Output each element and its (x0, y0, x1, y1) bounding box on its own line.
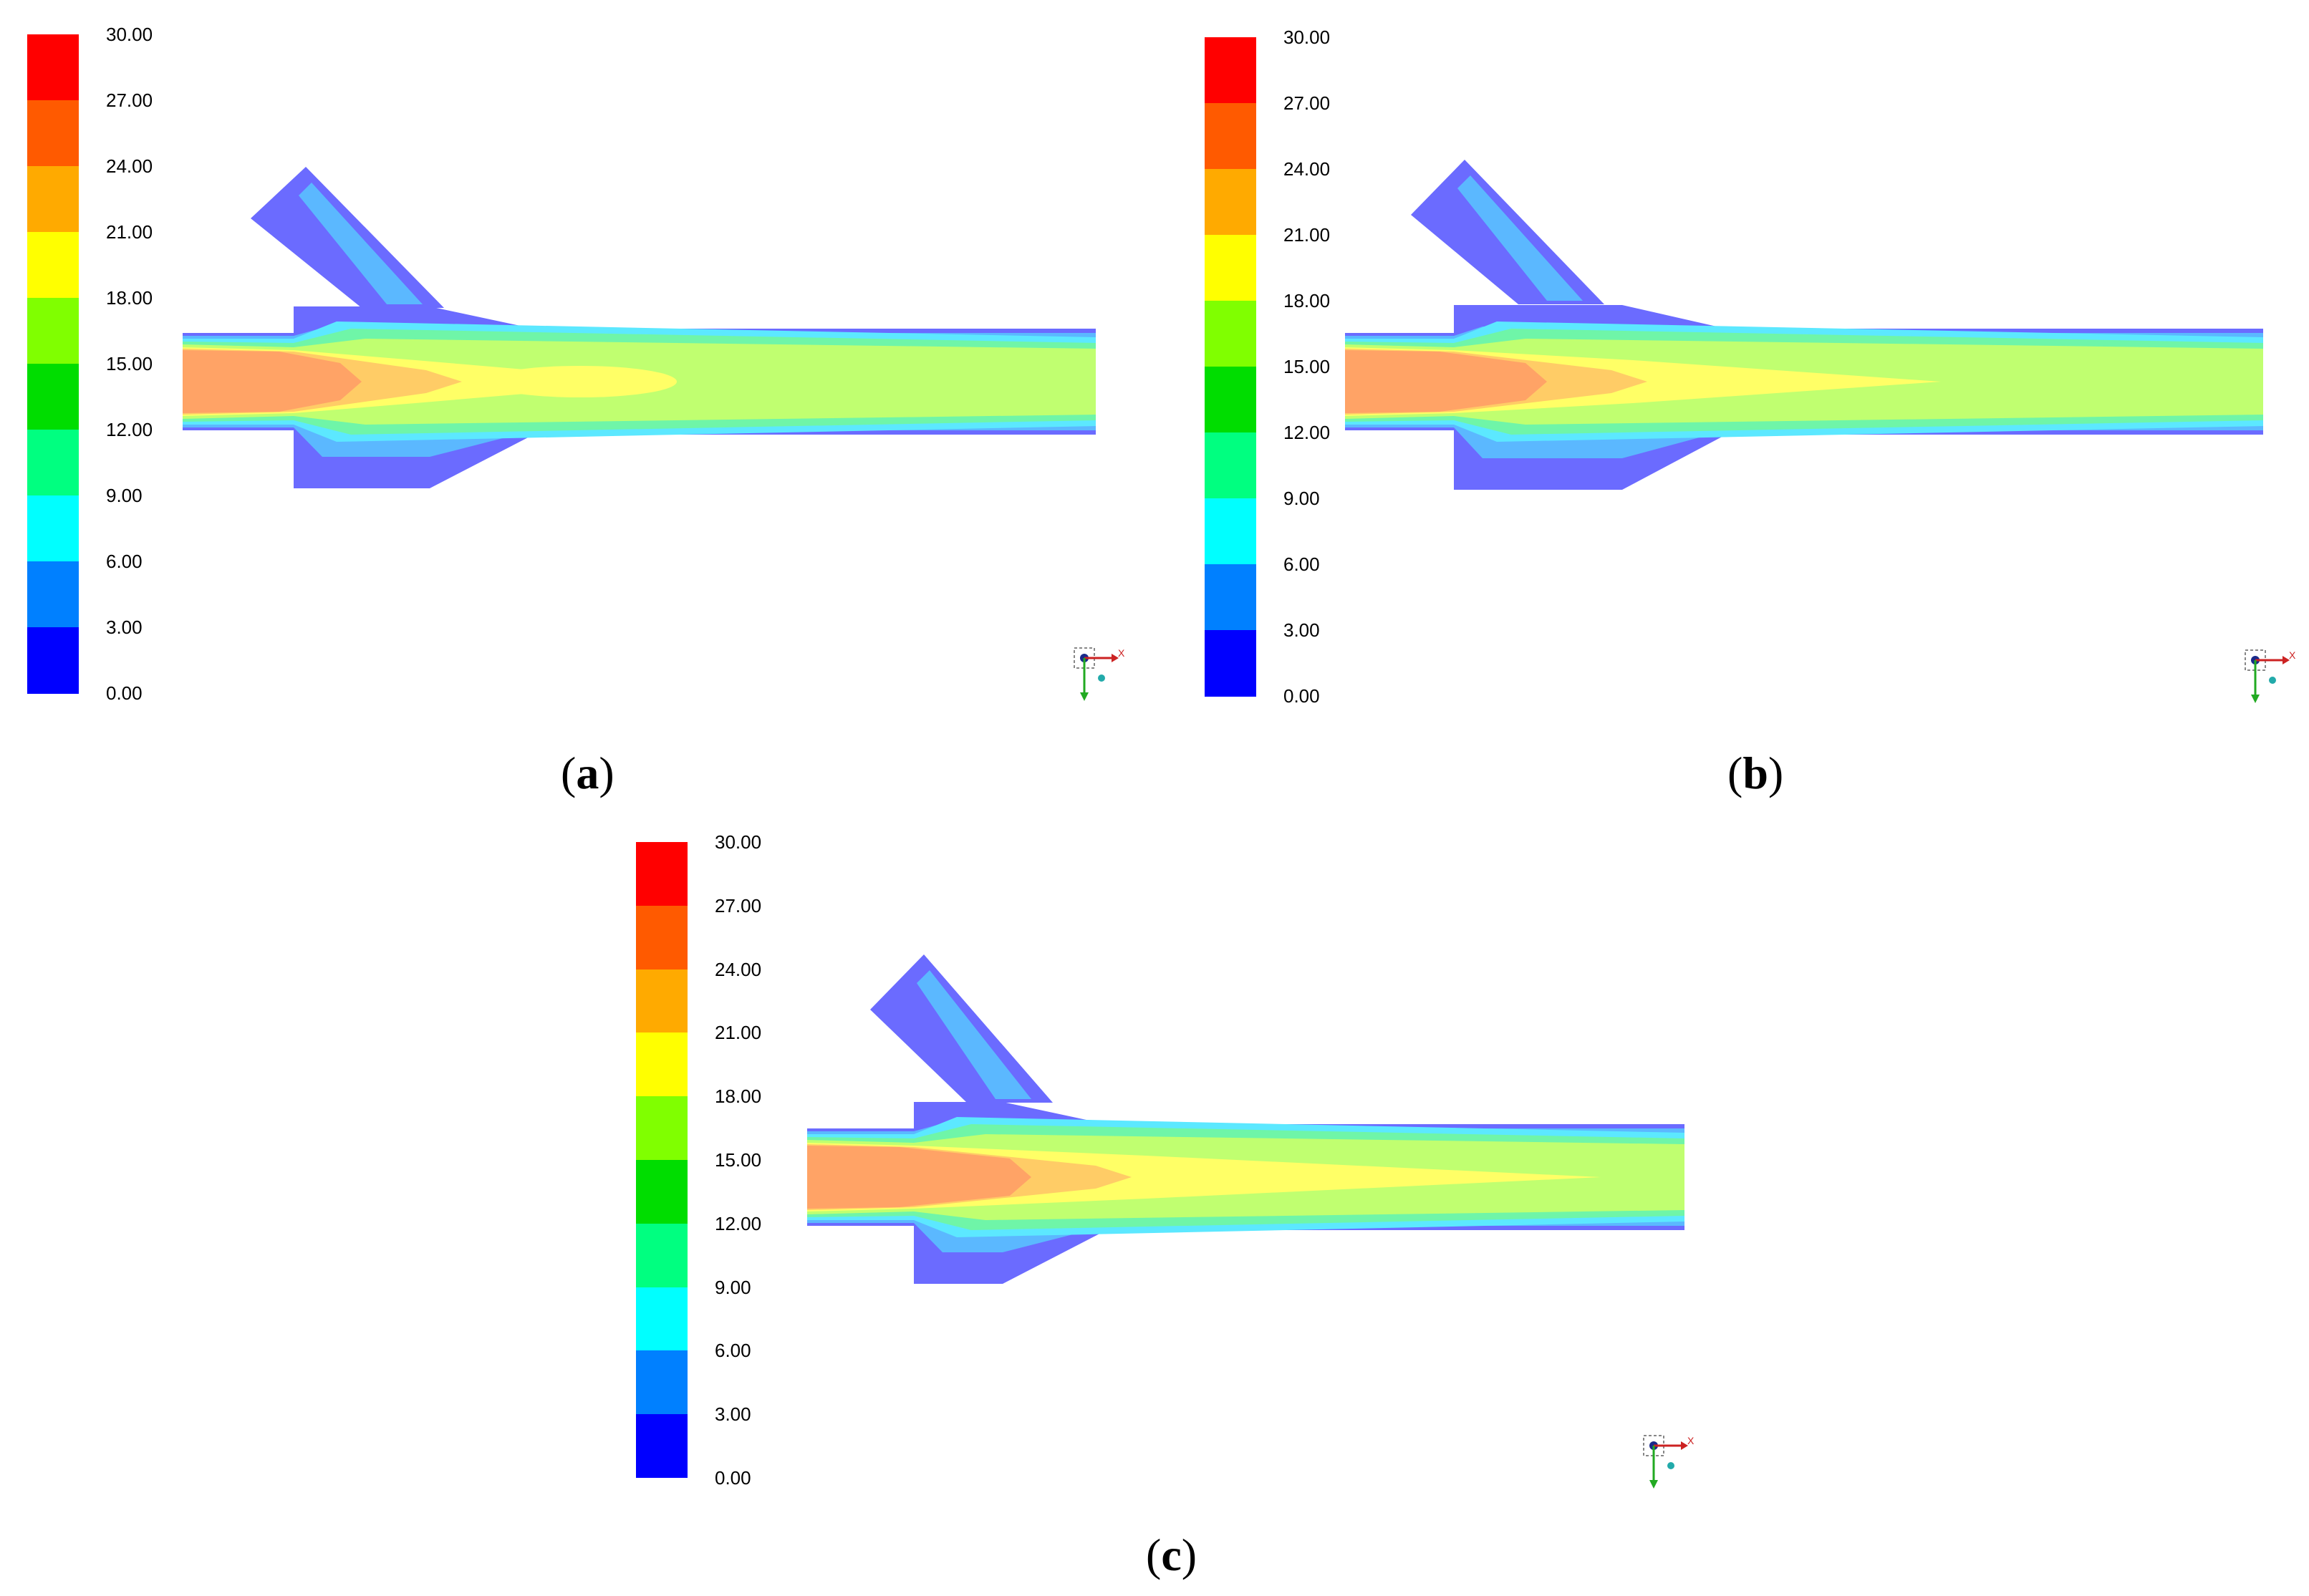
legend-tick-label: 3.00 (715, 1403, 751, 1426)
legend-tick-label: 6.00 (106, 551, 143, 572)
legend-tick-label: 15.00 (1283, 356, 1331, 377)
legend-swatch (1205, 235, 1256, 301)
legend-swatch (27, 166, 79, 233)
orange-core (807, 1146, 1031, 1209)
legend-swatch (1205, 498, 1256, 565)
legend-swatch (27, 232, 79, 299)
color-legend-c: 30.00 27.00 24.00 21.00 18.00 15.00 12.00 9.00 6… (636, 833, 822, 1487)
legend-swatch (27, 298, 79, 364)
legend-swatch (1205, 432, 1256, 499)
legend-swatch (27, 364, 79, 430)
caption-c: (c) (1146, 1529, 1197, 1580)
legend-tick-label: 30.00 (106, 24, 153, 45)
legend-tick-label: 27.00 (1283, 92, 1331, 114)
legend-swatch (1205, 367, 1256, 433)
legend-tick-label: 6.00 (1283, 553, 1320, 575)
legend-swatch (636, 1096, 688, 1161)
legend-tick-label: 18.00 (106, 287, 153, 309)
legend-tick-label: 6.00 (715, 1340, 751, 1362)
orange-core (1345, 350, 1547, 413)
legend-tick-label: 3.00 (1283, 619, 1320, 641)
caption-a: (a) (561, 748, 614, 798)
axis-triad: X (1074, 647, 1125, 701)
legend-swatch (27, 430, 79, 496)
legend-tick-label: 9.00 (106, 485, 143, 506)
legend-swatch (27, 34, 79, 101)
legend-swatch (1205, 301, 1256, 367)
velocity-contour-c (807, 954, 1684, 1284)
coordinate-axis-icon-b: X (2238, 643, 2296, 707)
panel-b: 30.00 27.00 24.00 21.00 18.00 15.00 12.00 9.00 6… (1175, 0, 2309, 809)
legend-tick-label: 0.00 (106, 682, 143, 704)
color-legend-b: 30.00 27.00 24.00 21.00 18.00 15.00 12.00 9.00 6… (1205, 28, 1391, 705)
legend-swatch (636, 969, 688, 1033)
legend-tick-label: 9.00 (715, 1276, 751, 1298)
coordinate-axis-icon-c: X (1636, 1428, 1695, 1493)
legend-swatch (1205, 169, 1256, 236)
legend-tick-label: 21.00 (1283, 224, 1331, 246)
x-axis-label: X (2289, 649, 2295, 661)
legend-tick-label: 12.00 (1283, 422, 1331, 443)
legend-tick-label: 27.00 (106, 90, 153, 111)
legend-tick-label: 15.00 (715, 1149, 762, 1171)
legend-swatch (1205, 630, 1256, 697)
legend-tick-label: 18.00 (1283, 290, 1331, 311)
legend-swatch (636, 1287, 688, 1351)
legend-tick-label: 21.00 (106, 221, 153, 243)
legend-swatch (636, 1414, 688, 1479)
legend-tick-label: 24.00 (1283, 158, 1331, 180)
panel-c: 30.00 27.00 24.00 21.00 18.00 15.00 12.00 9.00 6… (616, 802, 1695, 1596)
legend-tick-label: 3.00 (106, 616, 143, 638)
legend-swatch (27, 561, 79, 628)
legend-tick-label: 0.00 (1283, 685, 1320, 707)
velocity-contour-b (1345, 160, 2263, 490)
legend-tick-label: 27.00 (715, 894, 762, 917)
x-axis-label: X (1118, 647, 1124, 659)
legend-tick-label: 12.00 (715, 1212, 762, 1234)
legend-swatch (636, 905, 688, 970)
legend-swatch (636, 842, 688, 906)
legend-swatch (27, 627, 79, 694)
axis-triad: X (1643, 1435, 1695, 1489)
legend-tick-label: 24.00 (715, 958, 762, 980)
legend-tick-label: 15.00 (106, 353, 153, 374)
branch-flow (917, 970, 1031, 1099)
legend-tick-label: 21.00 (715, 1022, 762, 1044)
yellow-island (483, 366, 677, 397)
legend-swatch (636, 1350, 688, 1415)
legend-swatch (27, 100, 79, 167)
panel-a: 30.00 27.00 24.00 21.00 18.00 15.00 12.00 9.00 6… (0, 0, 1153, 809)
branch-flow (299, 183, 423, 304)
orange-core (183, 350, 362, 413)
legend-tick-label: 24.00 (106, 155, 153, 177)
legend-swatch (1205, 564, 1256, 631)
velocity-contour-a (183, 167, 1096, 488)
x-axis-label: X (1687, 1435, 1694, 1446)
axis-triad: X (2245, 649, 2296, 703)
color-legend-a: 30.00 27.00 24.00 21.00 18.00 15.00 12.00 9.00 6… (27, 25, 213, 702)
legend-tick-label: 9.00 (1283, 488, 1320, 509)
legend-swatch (636, 1223, 688, 1288)
legend-tick-label: 0.00 (715, 1467, 751, 1489)
legend-tick-label: 30.00 (715, 831, 762, 853)
legend-swatch (1205, 103, 1256, 170)
legend-tick-label: 18.00 (715, 1085, 762, 1108)
caption-b: (b) (1727, 748, 1784, 798)
legend-tick-label: 12.00 (106, 419, 153, 440)
legend-swatch (1205, 37, 1256, 104)
legend-swatch (636, 1160, 688, 1224)
legend-swatch (636, 1032, 688, 1097)
branch-flow (1457, 175, 1583, 301)
legend-tick-label: 30.00 (1283, 26, 1331, 48)
legend-swatch (27, 495, 79, 562)
coordinate-axis-icon-a: X (1067, 641, 1125, 705)
